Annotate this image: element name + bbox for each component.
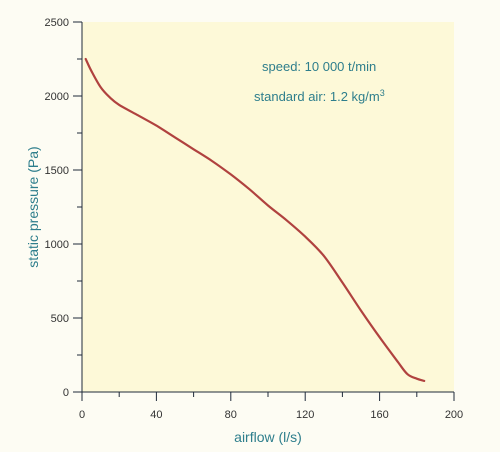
y-tick-label: 2000 — [45, 91, 69, 103]
x-tick-label: 120 — [296, 409, 314, 421]
air-density-text: standard air: 1.2 kg/m — [254, 89, 380, 104]
x-tick-label: 80 — [225, 409, 237, 421]
x-tick-label: 200 — [445, 409, 463, 421]
series-line — [84, 57, 426, 382]
x-tick-label: 160 — [370, 409, 388, 421]
air-density-superscript: 3 — [380, 88, 385, 98]
y-axis-title: static pressure (Pa) — [25, 146, 41, 267]
x-axis-title: airflow (l/s) — [234, 429, 302, 445]
x-tick-label: 0 — [79, 409, 85, 421]
y-tick-label: 2500 — [45, 17, 69, 29]
y-tick-label: 1500 — [45, 165, 69, 177]
x-tick-label: 40 — [150, 409, 162, 421]
air-density-annotation: standard air: 1.2 kg/m3 — [254, 88, 385, 104]
plot-area — [82, 22, 454, 392]
ticks: 0 500 1000 1500 2000 2500 0 40 80 120 160 200 — [45, 17, 464, 421]
y-tick-label: 1000 — [45, 239, 69, 251]
y-tick-label: 0 — [63, 387, 69, 399]
speed-annotation: speed: 10 000 t/min — [262, 59, 376, 74]
y-tick-label: 500 — [51, 313, 69, 325]
